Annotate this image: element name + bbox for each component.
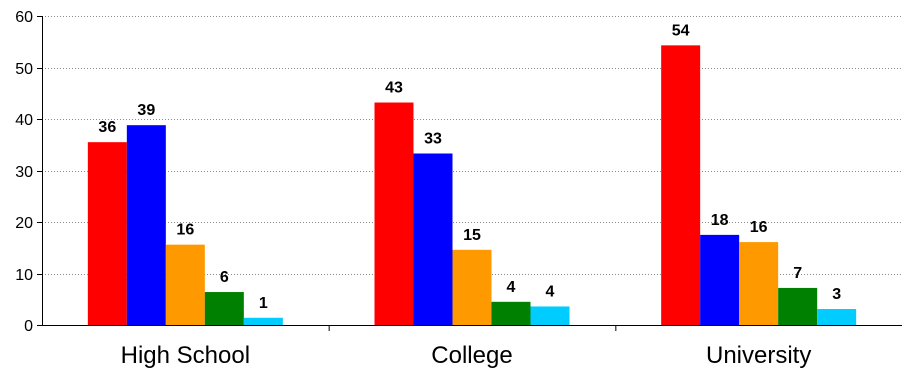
x-category-label: College [431, 342, 512, 369]
bar [530, 306, 570, 325]
data-label: 4 [546, 283, 555, 300]
data-label: 18 [711, 212, 729, 229]
data-label: 16 [176, 222, 194, 239]
y-tick-label: 10 [15, 267, 33, 284]
data-label: 15 [463, 227, 481, 244]
data-label: 33 [424, 131, 442, 148]
x-category-label: High School [121, 342, 250, 369]
data-label: 39 [137, 102, 155, 119]
bar [739, 242, 779, 325]
bar [126, 125, 166, 326]
bar [778, 287, 818, 325]
data-label: 6 [220, 269, 229, 286]
data-label: 1 [259, 295, 268, 312]
y-tick-label: 40 [15, 112, 33, 129]
data-label: 16 [750, 219, 768, 236]
bars [87, 45, 857, 326]
y-tick-label: 20 [15, 215, 33, 232]
bar [243, 317, 283, 325]
y-tick-label: 60 [15, 9, 33, 26]
bar [204, 292, 244, 325]
data-label: 3 [832, 286, 841, 303]
data-label: 7 [793, 265, 802, 282]
data-label: 43 [385, 80, 403, 97]
data-label: 4 [507, 279, 516, 296]
data-labels: 36 39 16 6 1 43 33 15 4 4 54 18 16 7 3 [98, 22, 841, 311]
bar [452, 249, 492, 325]
bar [491, 301, 531, 325]
data-label: 36 [98, 119, 116, 136]
y-axis-ticks: 0 10 20 30 40 50 60 [15, 9, 42, 335]
bar [700, 234, 740, 325]
y-tick-label: 50 [15, 61, 33, 78]
bar [661, 45, 701, 325]
y-tick-label: 0 [24, 318, 33, 335]
bar [817, 309, 857, 325]
x-axis-categories: High School College University [121, 325, 811, 369]
y-tick-label: 30 [15, 164, 33, 181]
bar [87, 142, 127, 325]
bar [413, 153, 453, 325]
x-category-label: University [706, 342, 811, 369]
data-label: 54 [672, 22, 690, 39]
axes [42, 16, 902, 326]
bar [165, 244, 205, 325]
bar [374, 102, 414, 326]
